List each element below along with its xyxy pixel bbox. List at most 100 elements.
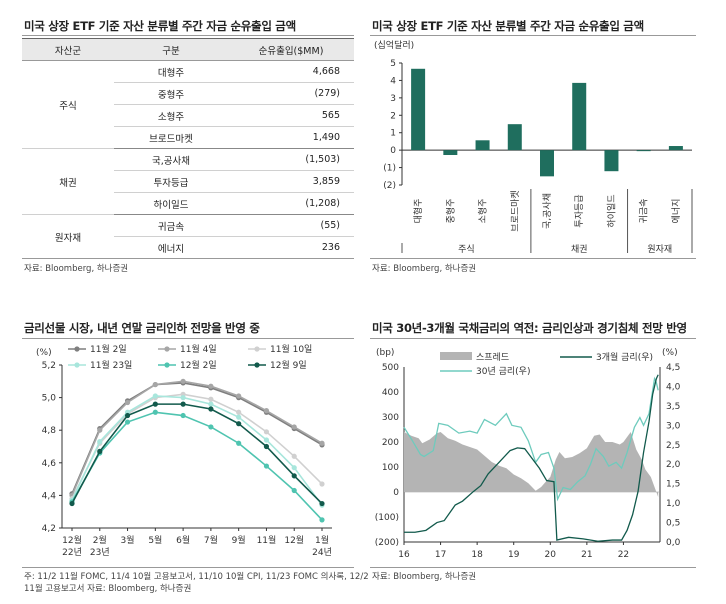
legend-marker (254, 346, 260, 352)
series-point (263, 429, 270, 435)
row-label: 국,공사채 (114, 148, 228, 171)
y-unit-label: (십억달러) (374, 39, 414, 51)
series-point (263, 463, 270, 469)
left-tick-label: (200) (375, 538, 399, 548)
right-tick-label: 2,0 (666, 460, 681, 470)
series-point (180, 378, 186, 384)
category-label: 대형주 (413, 199, 424, 224)
legend-label: 3개월 금리(우) (596, 351, 653, 363)
row-value: (279) (228, 82, 354, 105)
y-tick-label: (1) (383, 164, 396, 174)
series-point (124, 399, 131, 406)
category-label: 하이일드 (606, 194, 617, 227)
row-value: (55) (228, 214, 354, 237)
legend-label: 스프레드 (476, 352, 509, 363)
series-point (97, 448, 103, 454)
x-tick-sublabel: 24년 (312, 547, 332, 558)
left-tick-label: 300 (382, 413, 399, 423)
bar (572, 82, 587, 151)
x-tick-label: 5월 (148, 534, 162, 546)
col-header-category: 구분 (114, 38, 228, 61)
row-value: 3,859 (228, 170, 354, 193)
right-tick-label: 3,5 (666, 402, 680, 412)
bar (443, 150, 458, 156)
bar (668, 146, 683, 151)
x-tick-label: 7월 (204, 534, 218, 546)
series-point (236, 421, 242, 427)
panel-title: 미국 상장 ETF 기준 자산 분류별 주간 자금 순유출입 금액 (24, 19, 296, 33)
series-point (180, 401, 186, 407)
left-tick-label: 0 (393, 488, 399, 498)
series-point (319, 517, 325, 523)
y-tick-label: 2 (390, 111, 396, 121)
x-tick-label: 21 (581, 550, 592, 560)
left-tick-label: 200 (382, 438, 399, 448)
x-tick-label: 12월 (62, 534, 82, 546)
y-tick-label: 4,8 (42, 426, 57, 436)
col-header-asset: 자산군 (22, 38, 114, 61)
category-label: 투자등급 (574, 194, 585, 227)
series-point (208, 424, 214, 430)
series-line (71, 395, 323, 506)
x-tick-label: 20 (545, 550, 557, 560)
right-unit-label: (%) (662, 348, 678, 358)
spread-area (404, 432, 659, 497)
source-note-2: 11월 고용보고서 자료: Bloomberg, 하나증권 (24, 584, 192, 594)
y-tick-label: 3 (390, 94, 396, 104)
left-tick-label: 100 (382, 463, 399, 473)
x-tick-label: 16 (398, 550, 410, 560)
x-tick-label: 2월 (93, 534, 107, 546)
series-point (291, 424, 297, 430)
right-tick-label: 2,5 (666, 441, 680, 451)
series-point (208, 406, 214, 412)
panel-title: 금리선물 시장, 내년 연말 금리인하 전망을 반영 중 (24, 321, 260, 335)
panel-title: 미국 상장 ETF 기준 자산 분류별 주간 자금 순유출입 금액 (372, 19, 644, 33)
category-label: 에너지 (671, 199, 682, 224)
series-point (263, 443, 270, 450)
series-point (291, 473, 297, 479)
row-value: 565 (228, 104, 354, 127)
x-tick-label: 11월 (257, 534, 277, 546)
series-point (208, 396, 214, 402)
category-label: 귀금속 (639, 199, 650, 224)
series-line (404, 374, 659, 542)
source-rule (370, 567, 696, 568)
series-point (97, 427, 103, 433)
legend-swatch (440, 352, 472, 360)
bar-chart: (십억달러) (2) (1) 0 1 2 3 4 5 대형주 중형주 소형주 브로드마켓 국,공사채 투자등… (374, 39, 693, 255)
series-point (180, 412, 186, 419)
legend-label: 11월 23일 (90, 359, 132, 371)
row-label: 대형주 (114, 60, 228, 83)
right-tick-label: 0,0 (666, 538, 681, 548)
source-rule (22, 258, 354, 259)
spread-chart: (bp) (%) (200) (100) 0 100 200 300 400 500 0,0 0,5 1… (375, 348, 681, 560)
title-rule (22, 338, 354, 339)
series-point (236, 409, 242, 415)
series-point (236, 393, 242, 399)
category-label: 브로드마켓 (510, 190, 521, 231)
y-tick-label: 4 (390, 76, 396, 86)
series-point (263, 408, 270, 414)
right-tick-label: 1,0 (666, 499, 681, 509)
series-point (152, 393, 158, 399)
y-tick-label: 5,2 (42, 361, 56, 371)
series-point (124, 412, 131, 419)
source-rule (370, 258, 696, 259)
legend-marker (164, 346, 170, 352)
bar (540, 150, 554, 177)
title-rule (370, 35, 696, 36)
x-tick-label: 9월 (232, 534, 246, 546)
legend-marker (74, 346, 80, 352)
right-tick-label: 4,5 (666, 363, 680, 373)
x-tick-sublabel: 23년 (90, 547, 110, 558)
series-point (124, 419, 131, 425)
row-value: 4,668 (228, 60, 354, 83)
legend-marker (74, 362, 80, 368)
series-point (263, 437, 270, 443)
series-point (208, 401, 214, 407)
y-tick-label: 0 (390, 146, 396, 156)
x-tick-label: 12월 (284, 534, 304, 546)
legend-label: 30년 금리(우) (476, 366, 530, 377)
x-tick-label: 3월 (121, 534, 135, 546)
series-line (71, 403, 323, 505)
